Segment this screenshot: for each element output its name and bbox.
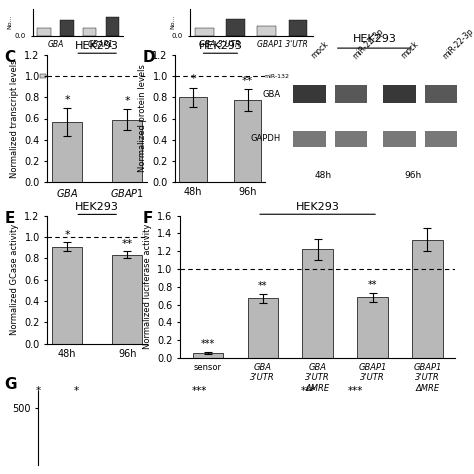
Y-axis label: Normalized GCase activity: Normalized GCase activity bbox=[10, 224, 19, 335]
Legend: miR-22-3p, miR-132: miR-22-3p, miR-132 bbox=[210, 72, 292, 82]
Bar bbox=[425, 131, 457, 146]
Text: **: ** bbox=[258, 281, 267, 291]
Bar bbox=[335, 85, 367, 103]
Text: **: ** bbox=[122, 239, 133, 249]
Text: No...: No... bbox=[171, 14, 176, 28]
Bar bbox=[60, 20, 73, 36]
Text: ***: *** bbox=[348, 386, 363, 396]
Text: C: C bbox=[5, 50, 16, 65]
Text: mock: mock bbox=[310, 40, 330, 61]
Bar bbox=[289, 20, 307, 36]
Title: HEK293: HEK293 bbox=[296, 202, 339, 212]
Text: 96h: 96h bbox=[405, 171, 422, 180]
Text: 48h: 48h bbox=[315, 171, 332, 180]
Text: ***: *** bbox=[201, 339, 215, 349]
Bar bbox=[425, 85, 457, 103]
Text: E: E bbox=[5, 211, 15, 226]
Title: HEK293: HEK293 bbox=[75, 202, 119, 212]
Bar bbox=[335, 131, 367, 146]
Bar bbox=[257, 27, 276, 36]
Bar bbox=[247, 298, 278, 358]
Bar bbox=[180, 97, 207, 182]
Bar bbox=[52, 246, 82, 344]
Text: ***: *** bbox=[301, 386, 316, 396]
Bar bbox=[234, 100, 261, 182]
Text: *: * bbox=[64, 95, 70, 105]
Y-axis label: Normalized luciferase activity: Normalized luciferase activity bbox=[143, 224, 152, 349]
Text: mock: mock bbox=[400, 40, 420, 61]
Bar bbox=[383, 85, 416, 103]
Bar bbox=[293, 85, 326, 103]
Text: miR-22-3p: miR-22-3p bbox=[351, 27, 385, 61]
Y-axis label: Normalized transcript levels: Normalized transcript levels bbox=[10, 59, 19, 178]
Title: HEK293: HEK293 bbox=[199, 41, 242, 51]
Text: HEK293: HEK293 bbox=[353, 34, 396, 44]
Legend: miR-22-3p, miR-132: miR-22-3p, miR-132 bbox=[37, 72, 119, 82]
Title: HEK293: HEK293 bbox=[75, 41, 119, 51]
Bar bbox=[195, 27, 214, 36]
Text: *: * bbox=[73, 386, 78, 396]
Text: **: ** bbox=[242, 76, 253, 86]
Text: ***: *** bbox=[191, 386, 207, 396]
Text: *: * bbox=[64, 230, 70, 240]
Text: D: D bbox=[142, 50, 155, 65]
Text: No...: No... bbox=[7, 14, 12, 28]
Bar bbox=[226, 18, 245, 36]
Bar bbox=[52, 122, 82, 182]
Text: G: G bbox=[5, 377, 17, 392]
Bar bbox=[112, 255, 142, 344]
Bar bbox=[302, 249, 333, 358]
Text: GBA: GBA bbox=[263, 90, 281, 99]
Text: **: ** bbox=[368, 280, 377, 290]
Bar bbox=[357, 298, 388, 358]
Text: *: * bbox=[36, 386, 40, 396]
Bar bbox=[293, 131, 326, 146]
Text: GAPDH: GAPDH bbox=[251, 135, 281, 144]
Bar bbox=[192, 353, 223, 358]
Bar bbox=[383, 131, 416, 146]
Text: *: * bbox=[125, 96, 130, 106]
Y-axis label: Normalized protein levels: Normalized protein levels bbox=[138, 64, 147, 173]
Bar bbox=[83, 27, 96, 36]
Text: *: * bbox=[190, 74, 196, 84]
Text: miR-22-3p: miR-22-3p bbox=[441, 27, 474, 61]
Text: F: F bbox=[142, 211, 153, 226]
Bar bbox=[112, 119, 142, 182]
Bar bbox=[106, 17, 119, 36]
Bar bbox=[412, 240, 443, 358]
Bar bbox=[37, 27, 51, 36]
